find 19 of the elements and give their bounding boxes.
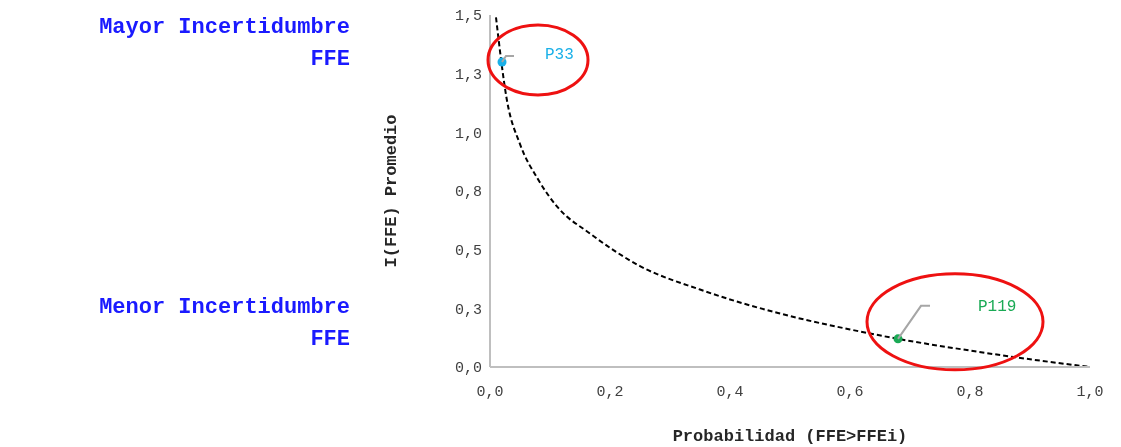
text: P119 (978, 297, 1017, 316)
y-axis-title: I(FFE) Promedio (382, 114, 402, 268)
text: Mayor Incertidumbre FFE (98, 14, 350, 74)
x-tick-label: 0,2 (596, 383, 624, 401)
text: Menor Incertidumbre FFE (98, 294, 350, 354)
x-tick-label: 1,0 (1076, 383, 1104, 401)
y-tick-label: 0,8 (454, 184, 482, 202)
x-tick-label: 0,8 (956, 383, 984, 401)
y-tick-label: 1,0 (454, 125, 482, 143)
y-tick-label: 0,5 (454, 242, 482, 260)
y-tick-label: 0,3 (454, 301, 482, 319)
x-axis-title: Probabilidad (FFE>FFEi) (672, 427, 908, 446)
y-tick-label: 1,3 (454, 66, 482, 84)
x-tick-label: 0,4 (716, 383, 744, 401)
y-tick-label: 0,0 (454, 360, 482, 378)
x-tick-label: 0,0 (476, 383, 504, 401)
text: P33 (545, 45, 574, 64)
x-tick-label: 0,6 (836, 383, 864, 401)
y-tick-label: 1,5 (454, 8, 482, 26)
